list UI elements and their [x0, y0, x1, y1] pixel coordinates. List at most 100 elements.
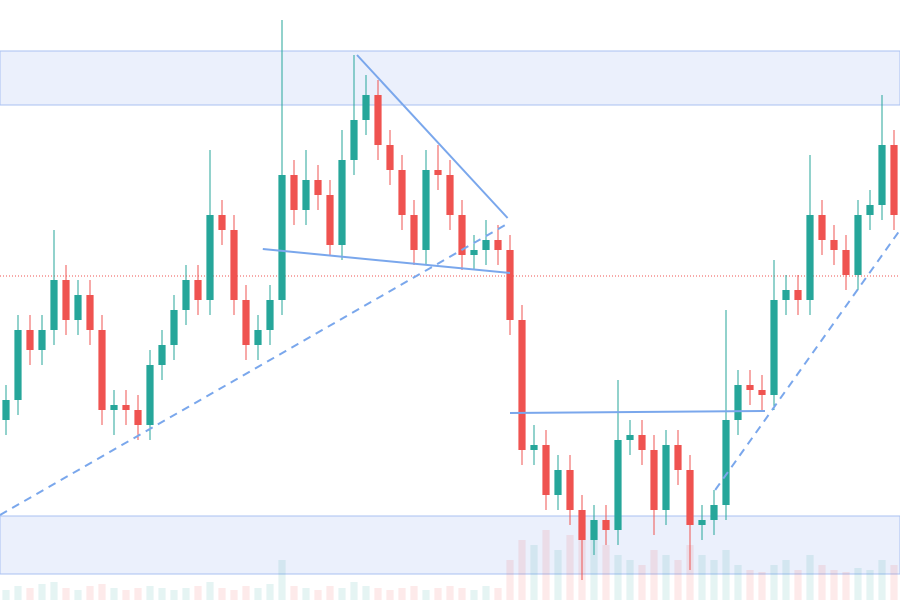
candle-body [206, 215, 214, 300]
candle-body [38, 330, 46, 350]
candle-body [62, 280, 70, 320]
candle-body [470, 250, 478, 255]
volume-bar [722, 550, 730, 600]
candles [2, 20, 898, 580]
volume-bar [386, 590, 394, 600]
candle-body [638, 435, 646, 450]
candle-body [398, 170, 406, 215]
candle-body [74, 295, 82, 320]
volume-bar [458, 588, 466, 600]
candle-body [302, 180, 310, 210]
candle-body [722, 420, 730, 505]
candle-body [266, 300, 274, 330]
candle-body [2, 400, 10, 420]
volume-bar [854, 568, 862, 600]
volume-bar [686, 545, 694, 600]
volume-bar [254, 588, 262, 600]
candle-body [446, 175, 454, 215]
volume-bar [398, 588, 406, 600]
volume-bar [614, 555, 622, 600]
volume-bar [26, 588, 34, 600]
volume-bar [710, 560, 718, 600]
volume-bar [506, 560, 514, 600]
candle-body [242, 300, 250, 345]
volume-bar [554, 550, 562, 600]
volume-bar [746, 570, 754, 600]
volume-bar [866, 570, 874, 600]
volume-bar [446, 586, 454, 600]
candle-body [50, 280, 58, 330]
candle-body [566, 470, 574, 510]
candle-body [854, 215, 862, 275]
volume-bar [566, 535, 574, 600]
candle-body [350, 120, 358, 160]
volume-bar [134, 588, 142, 600]
volume-bar [626, 560, 634, 600]
candle-body [578, 510, 586, 540]
volume-bar [278, 560, 286, 600]
volume-bar [794, 570, 802, 600]
volume-bar [158, 588, 166, 600]
zone [0, 50, 900, 106]
volume-bar [74, 590, 82, 600]
volume-bar [674, 560, 682, 600]
volume-bar [494, 588, 502, 600]
candle-body [614, 440, 622, 530]
candle-body [410, 215, 418, 250]
volume-bar [350, 582, 358, 600]
candle-body [698, 520, 706, 525]
volume-bar [758, 572, 766, 600]
volume-bar [734, 565, 742, 600]
volume-bar [86, 586, 94, 600]
candle-body [518, 320, 526, 450]
candle-body [86, 295, 94, 330]
volume-bar [170, 590, 178, 600]
candle-body [98, 330, 106, 410]
candle-body [458, 215, 466, 255]
trendline [356, 54, 509, 219]
volume-bar [98, 584, 106, 600]
candle-body [878, 145, 886, 205]
trendline [509, 410, 766, 414]
volume-bar [14, 586, 22, 600]
volume-bar [782, 560, 790, 600]
volume-bar [542, 530, 550, 600]
volume-bar [530, 545, 538, 600]
candle-body [26, 330, 34, 350]
volume-bar [194, 586, 202, 600]
candle-body [554, 470, 562, 495]
candle-body [650, 450, 658, 510]
volume-bar [62, 588, 70, 600]
candle-body [146, 365, 154, 425]
volume-bar [38, 584, 46, 600]
candle-body [122, 405, 130, 410]
candle-body [182, 280, 190, 310]
volume-bar [890, 565, 898, 600]
trendline [714, 229, 900, 491]
volume-bar [146, 586, 154, 600]
candle-body [494, 240, 502, 250]
candle-body [422, 170, 430, 250]
volume-bar [302, 588, 310, 600]
volume-bar [434, 588, 442, 600]
candle-body [662, 445, 670, 510]
volume-bar [122, 590, 130, 600]
volume-bar [110, 588, 118, 600]
volume-bar [374, 588, 382, 600]
candle-body [602, 520, 610, 530]
volume-bars [2, 525, 898, 600]
trendlines [0, 54, 900, 516]
candle-body [278, 175, 286, 300]
candle-body [218, 215, 226, 230]
candle-body [506, 250, 514, 320]
volume-bar [806, 555, 814, 600]
candle-body [782, 290, 790, 300]
trendline [262, 248, 511, 274]
zones [0, 50, 900, 575]
volume-bar [2, 590, 10, 600]
zone [0, 515, 900, 575]
candle-body [158, 345, 166, 365]
candle-body [734, 385, 742, 420]
